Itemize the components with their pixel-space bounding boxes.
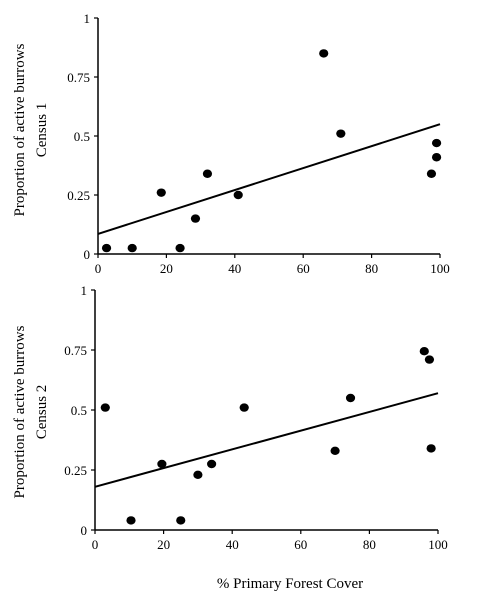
data-point <box>193 470 203 479</box>
data-point <box>207 459 217 469</box>
panel-census-1: Proportion of active burrows Census 1 0 2… <box>12 11 450 276</box>
data-point <box>100 403 110 412</box>
panel-census-2: Proportion of active burrows Census 2 0 2… <box>12 283 448 552</box>
x-tick-label: 100 <box>430 261 450 276</box>
trend-line <box>97 123 441 235</box>
y-tick-label: 1 <box>84 11 91 26</box>
trend-line <box>94 392 439 488</box>
data-point <box>319 49 329 58</box>
y-tick-label: 1 <box>81 283 88 298</box>
y-tick-label: 0 <box>81 523 88 538</box>
data-point <box>175 243 185 253</box>
data-point <box>126 516 136 525</box>
data-point <box>426 444 436 453</box>
data-point <box>233 190 243 200</box>
data-point <box>426 169 437 178</box>
axes-census-1: 0 20 40 60 80 100 0 0.25 0.5 0.75 1 <box>67 11 450 276</box>
data-point <box>202 169 213 178</box>
x-tick-label: 20 <box>157 537 170 552</box>
data-point <box>190 214 201 223</box>
data-point <box>176 516 186 525</box>
points-census-2 <box>94 347 439 525</box>
axes-census-2: 0 20 40 60 80 100 0 0.25 0.5 0.75 1 <box>64 283 448 552</box>
data-point <box>101 243 112 253</box>
x-tick-label: 20 <box>160 261 173 276</box>
points-census-1 <box>97 49 442 253</box>
y-tick-label: 0.75 <box>64 343 87 358</box>
y-axis-subtitle-census-1: Census 1 <box>34 103 50 158</box>
x-tick-label: 40 <box>226 537 239 552</box>
data-point <box>336 129 346 138</box>
data-point <box>345 393 356 403</box>
data-point <box>431 138 442 148</box>
x-tick-label: 80 <box>363 537 376 552</box>
x-tick-label: 60 <box>294 537 307 552</box>
x-tick-label: 0 <box>92 537 99 552</box>
x-tick-label: 0 <box>95 261 102 276</box>
data-point <box>127 243 137 253</box>
x-axis-title: % Primary Forest Cover <box>217 576 363 592</box>
data-point <box>424 355 435 364</box>
x-tick-label: 40 <box>228 261 241 276</box>
y-tick-label: 0 <box>84 247 91 262</box>
y-tick-label: 0.75 <box>67 70 90 85</box>
x-tick-label: 80 <box>365 261 378 276</box>
data-point <box>419 347 429 356</box>
y-tick-label: 0.25 <box>67 188 90 203</box>
y-tick-label: 0.5 <box>74 129 90 144</box>
y-axis-title-census-1: Proportion of active burrows <box>12 43 28 216</box>
data-point <box>330 446 340 455</box>
data-point <box>156 188 166 197</box>
x-tick-label: 60 <box>297 261 310 276</box>
data-point <box>431 153 442 162</box>
y-axis-title-census-2: Proportion of active burrows <box>12 325 28 498</box>
y-axis-subtitle-census-2: Census 2 <box>34 385 50 440</box>
y-tick-label: 0.25 <box>64 463 87 478</box>
x-tick-label: 100 <box>428 537 448 552</box>
y-tick-label: 0.5 <box>71 403 87 418</box>
data-point <box>239 403 249 412</box>
data-point <box>157 459 167 469</box>
